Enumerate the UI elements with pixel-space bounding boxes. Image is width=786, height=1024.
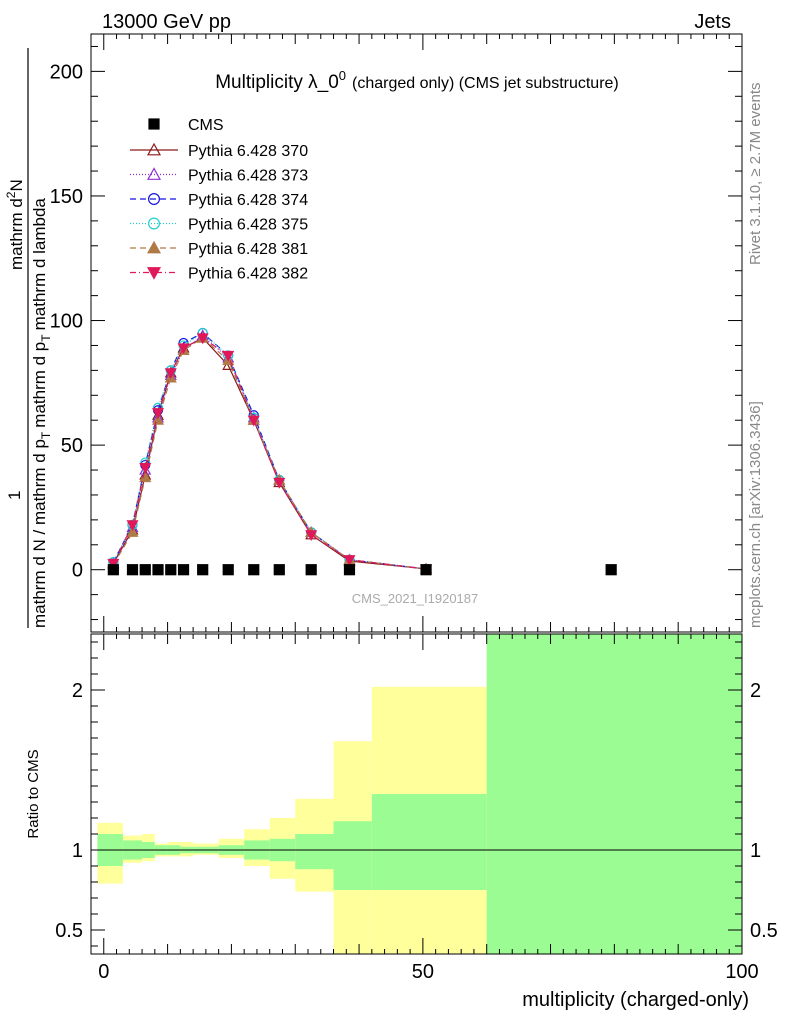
ratio-band-inner (371, 794, 487, 890)
analysis-watermark: CMS_2021_I1920187 (352, 591, 479, 606)
x-tick-label: 0 (98, 961, 109, 983)
mc-point-5 (126, 520, 139, 532)
ylabel-numerator-one: 1 (5, 491, 24, 500)
cms-data-point (107, 564, 119, 576)
legend-marker-5 (146, 267, 162, 280)
cms-data-point (420, 564, 432, 576)
legend-label-2: Pythia 6.428 374 (188, 192, 308, 209)
legend-marker-2 (148, 193, 161, 206)
main-plot-frame (90, 33, 743, 633)
ratio-y-tick-label-right: 1 (750, 840, 761, 862)
legend-marker-4 (146, 240, 162, 254)
legend-label-5: Pythia 6.428 382 (188, 266, 308, 283)
mc-point-5 (151, 408, 165, 419)
mc-point-5 (164, 368, 177, 380)
legend-cms-label: CMS (188, 117, 224, 134)
legend-marker-0 (146, 142, 162, 156)
ylabel-denominator: mathrm d N / mathrm d pTmathrm d pTmathr… (30, 198, 53, 628)
mc-series-group (107, 327, 433, 576)
cms-data-point (343, 564, 356, 576)
mc-point-5 (222, 350, 235, 362)
x-tick-label: 100 (725, 961, 758, 983)
mcplots-label: mcplots.cern.ch [arXiv:1306.3436] (747, 401, 764, 628)
legend: CMS Pythia 6.428 370 Pythia 6.428 373 Pythi… (130, 117, 308, 283)
mc-series-line-5 (112, 337, 427, 570)
cms-data-point (126, 564, 139, 576)
main-y-tick-label: 100 (50, 311, 83, 333)
cms-data-point (305, 564, 317, 576)
mc-point-5 (305, 530, 318, 542)
ratio-band-inner (486, 634, 742, 954)
mc-point-5 (139, 462, 152, 474)
legend-marker-3 (148, 217, 161, 230)
cms-data-point (165, 564, 177, 576)
ratio-y-tick-label: 1 (72, 840, 83, 862)
cms-data-point (197, 564, 209, 576)
legend-label-1: Pythia 6.428 373 (188, 168, 308, 185)
mc-series-line-0 (112, 337, 427, 570)
main-y-axis: 0 50 100 150 200 (50, 45, 742, 621)
mc-series-line-4 (112, 337, 427, 570)
mc-point-5 (343, 555, 356, 566)
legend-cms-marker (148, 118, 160, 130)
main-ylabel: mathrm d N / mathrm d pTmathrm d pTmathr… (4, 48, 53, 628)
ratio-y-tick-label-right: 0.5 (750, 920, 778, 942)
cms-data-point (605, 564, 617, 576)
legend-label-0: Pythia 6.428 370 (188, 143, 308, 160)
main-y-tick-label: 200 (50, 61, 83, 83)
main-y-tick-label: 0 (72, 560, 83, 582)
cms-data-point (139, 564, 151, 576)
main-y-tick-label: 50 (61, 435, 83, 457)
mc-series-line-2 (112, 332, 427, 570)
cms-data-point (177, 564, 190, 576)
ratio-y-tick-label: 2 (72, 680, 83, 702)
main-x-axis-ticks (103, 34, 743, 632)
mc-series-line-1 (112, 334, 427, 570)
legend-marker-1 (146, 167, 162, 180)
cms-data-point (273, 564, 285, 576)
legend-label-3: Pythia 6.428 375 (188, 217, 308, 234)
main-y-tick-label: 150 (50, 186, 83, 208)
ratio-y-tick-label: 0.5 (55, 920, 83, 942)
ratio-x-axis: 0 50 100 (98, 634, 759, 983)
ratio-bands-group (97, 634, 742, 954)
cms-data-group (107, 564, 617, 576)
ratio-band-inner (295, 834, 334, 870)
plot-title: Multiplicity λ_00 (charged only) (CMS jet… (215, 68, 619, 93)
cms-data-point (152, 564, 164, 576)
mc-point-5 (177, 343, 190, 355)
mc-point-5 (107, 558, 120, 570)
ratio-y-tick-label-right: 2 (750, 680, 761, 702)
ratio-plot-frame (90, 633, 743, 955)
ylabel-numerator: mathrm d2N (4, 179, 26, 270)
category-label: Jets (694, 11, 731, 33)
legend-label-4: Pythia 6.428 381 (188, 241, 308, 258)
mc-point-5 (196, 333, 209, 345)
ratio-band-inner (333, 821, 372, 890)
mc-series-line-3 (112, 332, 427, 570)
mc-point-5 (247, 415, 260, 427)
cms-data-point (222, 564, 234, 576)
ratio-ylabel: Ratio to CMS (25, 749, 42, 838)
x-tick-label: 50 (412, 961, 434, 983)
mc-point-4 (126, 526, 139, 537)
x-axis-label: multiplicity (charged-only) (522, 989, 749, 1011)
rivet-version-label: Rivet 3.1.10, ≥ 2.7M events (747, 83, 764, 266)
cms-data-point (248, 564, 260, 576)
energy-label: 13000 GeV pp (102, 11, 231, 33)
ratio-y-axis: 0.5 0.5 1 1 2 2 (55, 641, 778, 947)
mc-point-5 (273, 477, 286, 489)
